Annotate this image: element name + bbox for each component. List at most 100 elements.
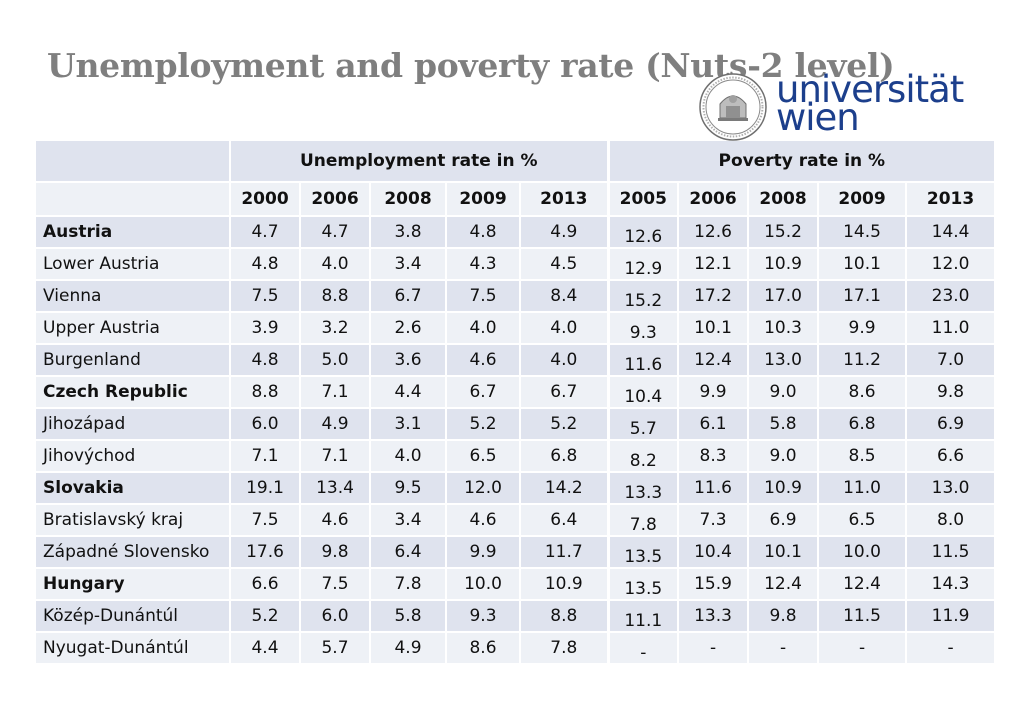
university-logo: universität wien xyxy=(698,68,968,142)
unemployment-value: 4.5 xyxy=(518,248,609,281)
poverty-value: 6.1 xyxy=(677,408,749,441)
unemployment-value: 4.0 xyxy=(518,344,609,377)
unemployment-value: 8.6 xyxy=(445,632,520,665)
unemployment-value: 5.2 xyxy=(445,408,520,441)
poverty-value: 8.0 xyxy=(905,504,995,537)
unemployment-value: 6.7 xyxy=(518,376,609,409)
unemployment-value: 4.8 xyxy=(229,344,300,377)
poverty-value: 8.3 xyxy=(677,440,749,473)
poverty-value: - xyxy=(905,632,995,665)
unemployment-value: 9.5 xyxy=(369,472,446,505)
poverty-value: 12.4 xyxy=(747,568,819,601)
poverty-value: 12.6 xyxy=(677,216,749,249)
poverty-value: 6.6 xyxy=(905,440,995,473)
unemployment-value: 4.7 xyxy=(299,216,370,249)
unemployment-value: 3.4 xyxy=(369,504,446,537)
poverty-value: 7.8 xyxy=(606,504,679,537)
poverty-value: 13.3 xyxy=(606,472,679,505)
poverty-value: 12.4 xyxy=(817,568,907,601)
poverty-value: 14.4 xyxy=(905,216,995,249)
page-title: Unemployment and poverty rate (Nuts-2 le… xyxy=(47,46,895,85)
unemployment-value: 7.5 xyxy=(229,504,300,537)
unemployment-value: 3.4 xyxy=(369,248,446,281)
poverty-value: 11.0 xyxy=(905,312,995,345)
poverty-value: - xyxy=(817,632,907,665)
poverty-value: 5.8 xyxy=(747,408,819,441)
unemployment-value: 7.8 xyxy=(518,632,609,665)
unemployment-value: 2.6 xyxy=(369,312,446,345)
poverty-value: 8.5 xyxy=(817,440,907,473)
table-row: Austria 4.7 4.7 3.8 4.8 4.9 12.6 12.6 15.2 14.5 14… xyxy=(36,216,995,249)
poverty-value: 17.2 xyxy=(677,280,749,313)
unemployment-value: 4.8 xyxy=(229,248,300,281)
unemployment-value: 4.0 xyxy=(518,312,609,345)
poverty-value: 9.9 xyxy=(817,312,907,345)
year-header: 2008 xyxy=(747,182,819,217)
table-row: Czech Republic 8.8 7.1 4.4 6.7 6.7 10.4 9.9 9.0 8… xyxy=(36,376,995,409)
year-header-row: 2000 2006 2008 2009 2013 2005 2006 2008 … xyxy=(36,182,995,217)
poverty-value: 17.1 xyxy=(817,280,907,313)
unemployment-value: 5.7 xyxy=(299,632,370,665)
poverty-value: 11.1 xyxy=(606,600,679,633)
unemployment-value: 5.2 xyxy=(229,600,300,633)
table-row: Vienna 7.5 8.8 6.7 7.5 8.4 15.2 17.2 17.0 17.1 23.… xyxy=(36,280,995,313)
poverty-value: 9.0 xyxy=(747,376,819,409)
unemployment-value: 8.4 xyxy=(518,280,609,313)
unemployment-value: 4.6 xyxy=(445,344,520,377)
poverty-value: - xyxy=(677,632,749,665)
unemployment-value: 7.1 xyxy=(299,376,370,409)
unemployment-value: 3.1 xyxy=(369,408,446,441)
poverty-value: 8.2 xyxy=(606,440,679,473)
poverty-value: 10.1 xyxy=(677,312,749,345)
unemployment-value: 9.8 xyxy=(299,536,370,569)
year-header: 2013 xyxy=(518,182,609,217)
year-header: 2006 xyxy=(299,182,370,217)
year-header: 2009 xyxy=(445,182,520,217)
poverty-value: - xyxy=(747,632,819,665)
poverty-value: 6.9 xyxy=(905,408,995,441)
unemployment-value: 5.8 xyxy=(369,600,446,633)
region-label: Czech Republic xyxy=(36,376,230,409)
corner-cell xyxy=(36,141,230,183)
poverty-value: - xyxy=(606,632,679,665)
unemployment-value: 4.6 xyxy=(299,504,370,537)
unemployment-value: 3.9 xyxy=(229,312,300,345)
table-row: Nyugat-Dunántúl 4.4 5.7 4.9 8.6 7.8- - - - - xyxy=(36,632,995,665)
data-table: Unemployment rate in % Poverty rate in %… xyxy=(36,141,995,665)
poverty-value: 9.9 xyxy=(677,376,749,409)
table-row: Jihovýchod 7.1 7.1 4.0 6.5 6.8 8.2 8.3 9.0 8.5 6.6 xyxy=(36,440,995,473)
poverty-value: 14.3 xyxy=(905,568,995,601)
unemployment-value: 3.6 xyxy=(369,344,446,377)
poverty-value: 7.3 xyxy=(677,504,749,537)
poverty-value: 11.9 xyxy=(905,600,995,633)
year-header: 2008 xyxy=(369,182,446,217)
year-header: 2013 xyxy=(905,182,995,217)
unemployment-value: 19.1 xyxy=(229,472,300,505)
poverty-value: 9.3 xyxy=(606,312,679,345)
poverty-value: 10.4 xyxy=(606,376,679,409)
poverty-value: 12.4 xyxy=(677,344,749,377)
logo-line-1: universität xyxy=(776,68,964,111)
poverty-value: 5.7 xyxy=(606,408,679,441)
poverty-value: 8.6 xyxy=(817,376,907,409)
poverty-value: 11.5 xyxy=(905,536,995,569)
poverty-value: 15.2 xyxy=(606,280,679,313)
unemployment-value: 4.8 xyxy=(445,216,520,249)
poverty-value: 15.9 xyxy=(677,568,749,601)
poverty-value: 12.9 xyxy=(606,248,679,281)
poverty-value: 9.8 xyxy=(747,600,819,633)
poverty-value: 10.9 xyxy=(747,248,819,281)
unemployment-value: 14.2 xyxy=(518,472,609,505)
poverty-value: 11.5 xyxy=(817,600,907,633)
logo-line-2: wien xyxy=(776,96,860,139)
table-row: Közép-Dunántúl 5.2 6.0 5.8 9.3 8.8 11.1 13.3 9.8… xyxy=(36,600,995,633)
unemployment-value: 13.4 xyxy=(299,472,370,505)
poverty-value: 15.2 xyxy=(747,216,819,249)
poverty-value: 10.9 xyxy=(747,472,819,505)
poverty-value: 11.6 xyxy=(677,472,749,505)
table-body: Austria 4.7 4.7 3.8 4.8 4.9 12.6 12.6 15.2 14.5 14… xyxy=(36,216,995,665)
unemployment-value: 4.9 xyxy=(518,216,609,249)
poverty-value: 11.6 xyxy=(606,344,679,377)
unemployment-value: 6.6 xyxy=(229,568,300,601)
poverty-value: 10.0 xyxy=(817,536,907,569)
